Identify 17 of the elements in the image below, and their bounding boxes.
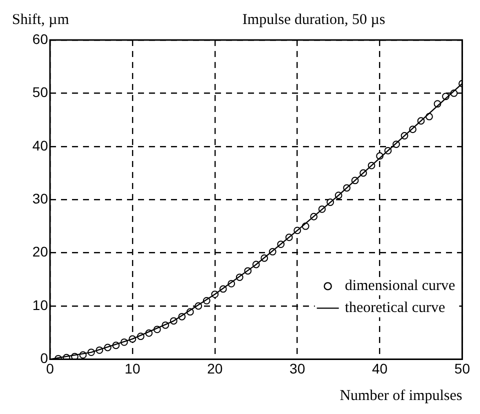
legend-label: dimensional curve bbox=[344, 278, 456, 294]
y-tick-label: 10 bbox=[32, 296, 48, 313]
chart-title: Impulse duration, 50 µs bbox=[242, 12, 386, 28]
x-tick-label: 50 bbox=[454, 360, 470, 376]
y-tick-label: 40 bbox=[32, 137, 48, 154]
y-tick-label: 30 bbox=[32, 190, 48, 206]
x-tick-label: 10 bbox=[124, 360, 140, 376]
y-tick-label: 20 bbox=[32, 244, 48, 260]
legend-label: theoretical curve bbox=[344, 300, 446, 316]
y-tick-label: 60 bbox=[32, 30, 48, 47]
x-tick-label: 20 bbox=[207, 360, 223, 376]
x-axis-title: Number of impulses bbox=[340, 388, 462, 404]
x-tick-label: 40 bbox=[372, 360, 388, 376]
x-tick-label: 30 bbox=[290, 360, 306, 376]
y-tick-label: 50 bbox=[32, 84, 48, 100]
y-axis-title: Shift, µm bbox=[12, 12, 70, 28]
y-tick-label: 0 bbox=[40, 350, 48, 366]
